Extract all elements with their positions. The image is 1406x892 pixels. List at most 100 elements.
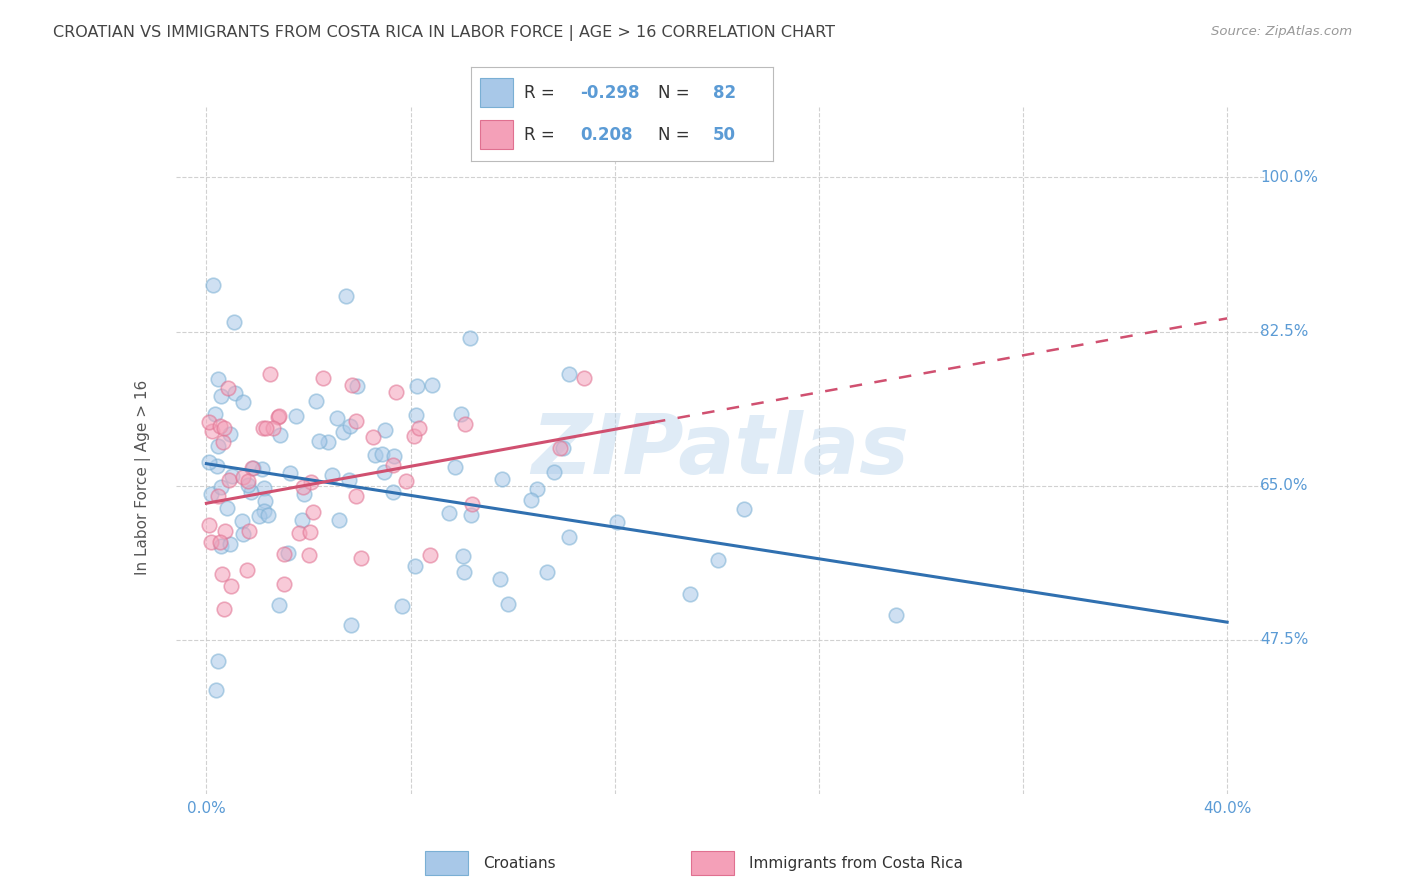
Point: [204, 682, 226, 697]
Point: [298, 548, 321, 562]
Point: [201, 278, 224, 293]
Point: [219, 537, 242, 551]
Point: [405, 408, 427, 422]
Point: [236, 478, 259, 492]
Text: R =: R =: [524, 84, 560, 102]
Point: [198, 415, 221, 429]
Point: [211, 566, 233, 581]
Text: Source: ZipAtlas.com: Source: ZipAtlas.com: [1212, 25, 1353, 38]
Point: [292, 480, 315, 494]
Point: [340, 378, 363, 392]
Point: [214, 421, 236, 435]
Point: [558, 530, 581, 544]
Point: [420, 378, 443, 392]
Point: [460, 508, 482, 522]
Point: [311, 371, 333, 385]
Point: [273, 577, 295, 591]
Point: [267, 409, 290, 424]
Point: [519, 492, 541, 507]
Point: [238, 524, 260, 539]
Point: [344, 414, 367, 428]
Point: [395, 475, 418, 489]
Point: [374, 423, 396, 437]
Point: [224, 386, 246, 401]
Point: [548, 441, 571, 455]
Point: [301, 504, 323, 518]
Point: [305, 393, 328, 408]
Point: [221, 579, 243, 593]
Point: [200, 534, 222, 549]
Point: [287, 526, 309, 541]
Point: [252, 420, 274, 434]
Point: [208, 534, 231, 549]
Point: [553, 442, 575, 456]
Point: [458, 331, 481, 345]
Point: [884, 608, 907, 623]
Point: [253, 504, 276, 518]
Bar: [425, 851, 468, 875]
Point: [450, 407, 472, 421]
Point: [381, 458, 404, 472]
Point: [318, 435, 340, 450]
Point: [269, 427, 291, 442]
Text: CROATIAN VS IMMIGRANTS FROM COSTA RICA IN LABOR FORCE | AGE > 16 CORRELATION CHA: CROATIAN VS IMMIGRANTS FROM COSTA RICA I…: [53, 25, 835, 41]
Point: [207, 372, 229, 386]
Point: [404, 429, 426, 443]
Point: [209, 389, 232, 403]
Point: [291, 512, 314, 526]
Point: [240, 461, 263, 475]
Point: [678, 587, 700, 601]
Point: [299, 475, 322, 489]
Point: [217, 380, 239, 394]
Text: 0.208: 0.208: [579, 126, 633, 144]
Point: [488, 572, 510, 586]
Point: [308, 434, 330, 448]
Point: [558, 367, 581, 381]
Point: [444, 460, 467, 475]
Bar: [479, 78, 513, 107]
Point: [733, 501, 755, 516]
Text: ZIPatlas: ZIPatlas: [531, 410, 910, 491]
Point: [253, 481, 276, 495]
Point: [198, 455, 221, 469]
Point: [335, 288, 357, 302]
Point: [209, 480, 232, 494]
Point: [259, 368, 281, 382]
Bar: [690, 851, 734, 875]
Point: [370, 447, 392, 461]
Point: [201, 424, 224, 438]
Point: [543, 466, 565, 480]
Point: [218, 427, 240, 442]
Point: [337, 473, 360, 487]
Point: [536, 566, 558, 580]
Text: N =: N =: [658, 84, 696, 102]
Point: [404, 558, 426, 573]
Point: [350, 550, 373, 565]
Point: [363, 430, 385, 444]
Text: 40.0%: 40.0%: [1204, 801, 1251, 816]
Point: [606, 516, 628, 530]
Point: [451, 549, 474, 563]
Point: [382, 485, 405, 500]
Point: [257, 508, 280, 522]
Point: [339, 419, 361, 434]
Point: [208, 419, 231, 434]
Point: [326, 410, 349, 425]
Point: [419, 548, 441, 562]
Point: [207, 440, 229, 454]
Point: [373, 466, 395, 480]
Point: [217, 500, 239, 515]
Point: [346, 379, 368, 393]
Point: [461, 497, 484, 511]
Point: [240, 484, 263, 499]
Text: N =: N =: [658, 126, 696, 144]
Point: [285, 409, 308, 423]
Point: [273, 547, 295, 561]
Point: [211, 434, 233, 449]
Bar: [479, 120, 513, 149]
Point: [405, 379, 427, 393]
Point: [218, 473, 240, 487]
Point: [242, 461, 264, 475]
Text: Immigrants from Costa Rica: Immigrants from Costa Rica: [749, 855, 963, 871]
Point: [278, 466, 301, 480]
